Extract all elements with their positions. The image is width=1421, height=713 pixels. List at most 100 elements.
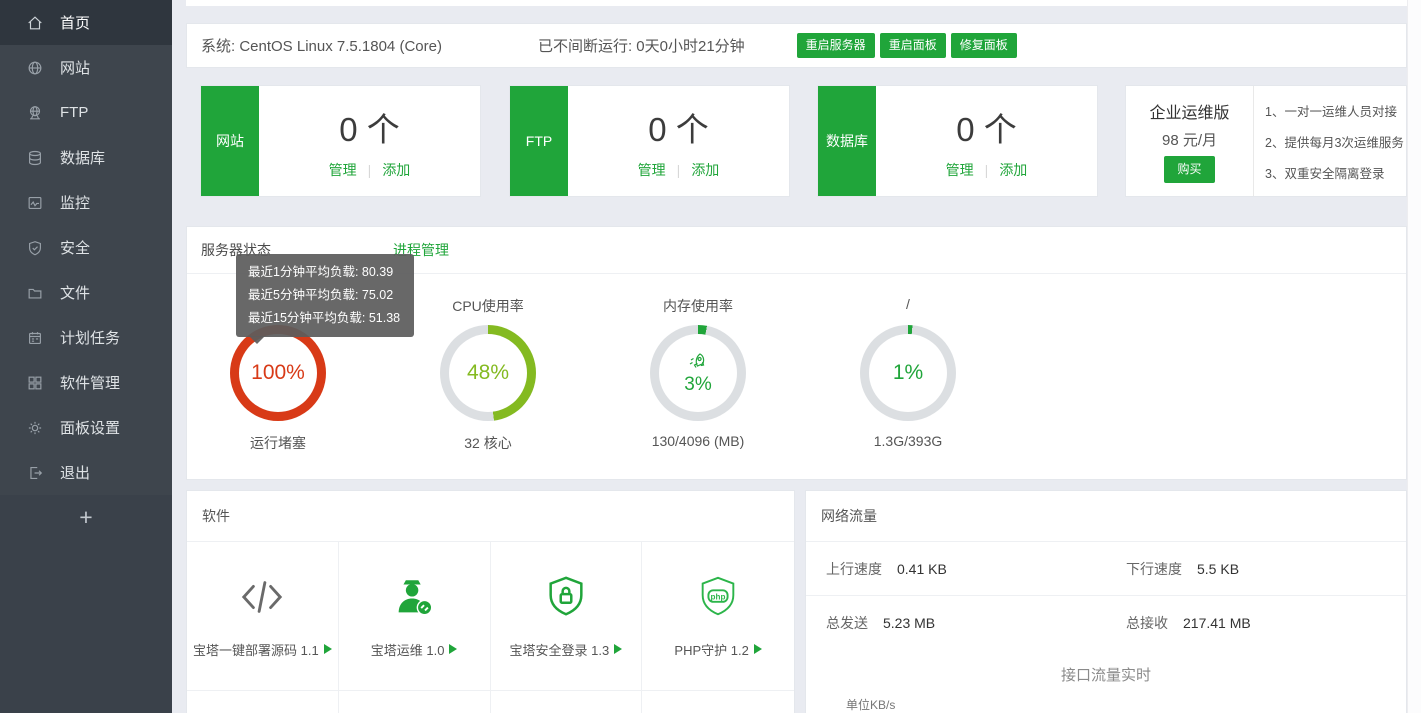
shield-lock-icon: [543, 574, 589, 620]
disk-gauge-label: 1.3G/393G: [873, 433, 943, 449]
ftp-stat-label: FTP: [510, 86, 568, 196]
system-version: 系统: CentOS Linux 7.5.1804 (Core): [201, 38, 442, 55]
sidebar-item-cron[interactable]: 计划任务: [0, 315, 172, 360]
sidebar-item-label: 监控: [60, 195, 91, 212]
sidebar-item-label: 面板设置: [60, 420, 121, 437]
software-item-empty: [338, 691, 491, 713]
system-info-bar: 系统: CentOS Linux 7.5.1804 (Core) 已不间断运行:…: [186, 23, 1407, 68]
database-manage-link[interactable]: 管理: [945, 161, 974, 178]
buy-button[interactable]: 购买: [1164, 156, 1215, 183]
load-gauge: 100% 运行堵塞: [193, 296, 363, 453]
promo-title: 企业运维版: [1149, 105, 1230, 123]
play-icon: [323, 644, 332, 654]
restart-server-button[interactable]: 重启服务器: [796, 33, 875, 58]
disk-gauge-ring[interactable]: 1%: [860, 325, 956, 421]
software-item-empty: [490, 691, 643, 713]
total-sent-value: 5.23 MB: [883, 615, 936, 631]
play-icon: [449, 644, 458, 654]
software-card-title: 软件: [187, 491, 794, 542]
sidebar-item-database[interactable]: 数据库: [0, 135, 172, 180]
total-received-label: 总接收: [1126, 615, 1168, 631]
sidebar-item-label: 数据库: [60, 150, 106, 167]
download-speed-label: 下行速度: [1126, 560, 1182, 577]
upload-speed-label: 上行速度: [826, 560, 882, 577]
load-gauge-ring[interactable]: 100%: [230, 325, 326, 421]
restart-panel-button[interactable]: 重启面板: [879, 33, 946, 58]
tooltip-line: 最近15分钟平均负载: 51.38: [248, 311, 401, 325]
ftp-count: 0 个: [648, 110, 709, 148]
sidebar-item-label: 首页: [60, 15, 91, 32]
sidebar-item-software[interactable]: 软件管理: [0, 360, 172, 405]
logout-icon: [26, 464, 44, 482]
total-sent-label: 总发送: [826, 615, 868, 631]
website-stat-label: 网站: [201, 86, 259, 196]
tooltip-line: 最近1分钟平均负载: 80.39: [248, 265, 394, 279]
chart-unit-label: 单位KB/s: [846, 698, 896, 712]
folder-icon: [26, 284, 44, 302]
database-count: 0 个: [956, 110, 1017, 148]
shield-check-icon: [26, 239, 44, 257]
load-percent: 100%: [251, 361, 305, 384]
operator-icon: [391, 574, 437, 620]
software-item-name: PHP守护 1.2: [674, 642, 749, 658]
load-average-tooltip: 最近1分钟平均负载: 80.39 最近5分钟平均负载: 75.02 最近15分钟…: [236, 254, 414, 344]
svg-text:php: php: [711, 592, 726, 601]
website-count: 0 个: [339, 110, 400, 148]
uptime-text: 已不间断运行: 0天0小时21分钟: [537, 38, 745, 55]
software-item-securelogin[interactable]: 宝塔安全登录 1.3: [490, 542, 643, 691]
load-gauge-label: 运行堵塞: [250, 435, 306, 451]
sidebar-item-label: 退出: [60, 465, 91, 482]
link-divider: |: [984, 161, 989, 178]
top-edge: [186, 0, 1421, 6]
gear-icon: [26, 419, 44, 437]
sidebar-item-security[interactable]: 安全: [0, 225, 172, 270]
website-add-link[interactable]: 添加: [382, 161, 411, 178]
sidebar-item-website[interactable]: 网站: [0, 45, 172, 90]
total-received-value: 217.41 MB: [1183, 615, 1251, 631]
rocket-icon: [687, 351, 709, 373]
system-buttons: 重启服务器 重启面板 修复面板: [796, 33, 1017, 58]
ftp-stat-card: FTP 0 个 管理 | 添加: [509, 85, 790, 197]
sidebar-item-label: 安全: [60, 240, 91, 257]
software-item-empty: [187, 691, 339, 713]
calendar-icon: [26, 329, 44, 347]
repair-panel-button[interactable]: 修复面板: [950, 33, 1017, 58]
sidebar-item-logout[interactable]: 退出: [0, 450, 172, 495]
sidebar-item-ftp[interactable]: FTP: [0, 90, 172, 135]
memory-gauge-ring[interactable]: 3%: [650, 325, 746, 421]
software-item-phpguard[interactable]: php PHP守护 1.2: [642, 542, 794, 691]
download-speed-value: 5.5 KB: [1197, 560, 1240, 577]
sidebar-add-button[interactable]: +: [79, 503, 93, 530]
globe-icon: [26, 59, 44, 77]
database-icon: [26, 149, 44, 167]
ftp-manage-link[interactable]: 管理: [637, 161, 666, 178]
software-item-deploy[interactable]: 宝塔一键部署源码 1.1: [187, 542, 339, 691]
sidebar-item-files[interactable]: 文件: [0, 270, 172, 315]
disk-gauge: / 1% 1.3G/393G: [823, 296, 993, 449]
sidebar-item-monitor[interactable]: 监控: [0, 180, 172, 225]
website-manage-link[interactable]: 管理: [328, 161, 357, 178]
tooltip-line: 最近5分钟平均负载: 75.02: [248, 288, 394, 302]
database-stat-card: 数据库 0 个 管理 | 添加: [817, 85, 1098, 197]
sidebar-item-label: 软件管理: [60, 375, 121, 392]
scrollbar[interactable]: [1407, 0, 1421, 713]
server-status-card: 服务器状态 进程管理 最近1分钟平均负载: 80.39 最近5分钟平均负载: 7…: [186, 226, 1407, 480]
database-add-link[interactable]: 添加: [999, 161, 1028, 178]
sidebar-item-label: FTP: [60, 104, 89, 121]
database-stat-label: 数据库: [818, 86, 876, 196]
sidebar-item-home[interactable]: 首页: [0, 0, 172, 45]
ftp-icon: [26, 104, 44, 122]
sidebar-menu: 首页 网站 FTP 数据库: [0, 0, 172, 495]
software-item-ops[interactable]: 宝塔运维 1.0: [338, 542, 491, 691]
cpu-gauge-ring[interactable]: 48%: [440, 325, 536, 421]
home-icon: [26, 14, 44, 32]
link-divider: |: [367, 161, 372, 178]
software-item-empty: [642, 691, 794, 713]
memory-percent: 3%: [684, 373, 712, 395]
sidebar-item-settings[interactable]: 面板设置: [0, 405, 172, 450]
ftp-add-link[interactable]: 添加: [691, 161, 720, 178]
php-shield-icon: php: [695, 574, 741, 620]
memory-gauge-title: 内存使用率: [663, 298, 733, 314]
network-traffic-card: 网络流量 上行速度 0.41 KB 下行速度 5.5 KB 总发送 5.23 M…: [805, 490, 1407, 713]
